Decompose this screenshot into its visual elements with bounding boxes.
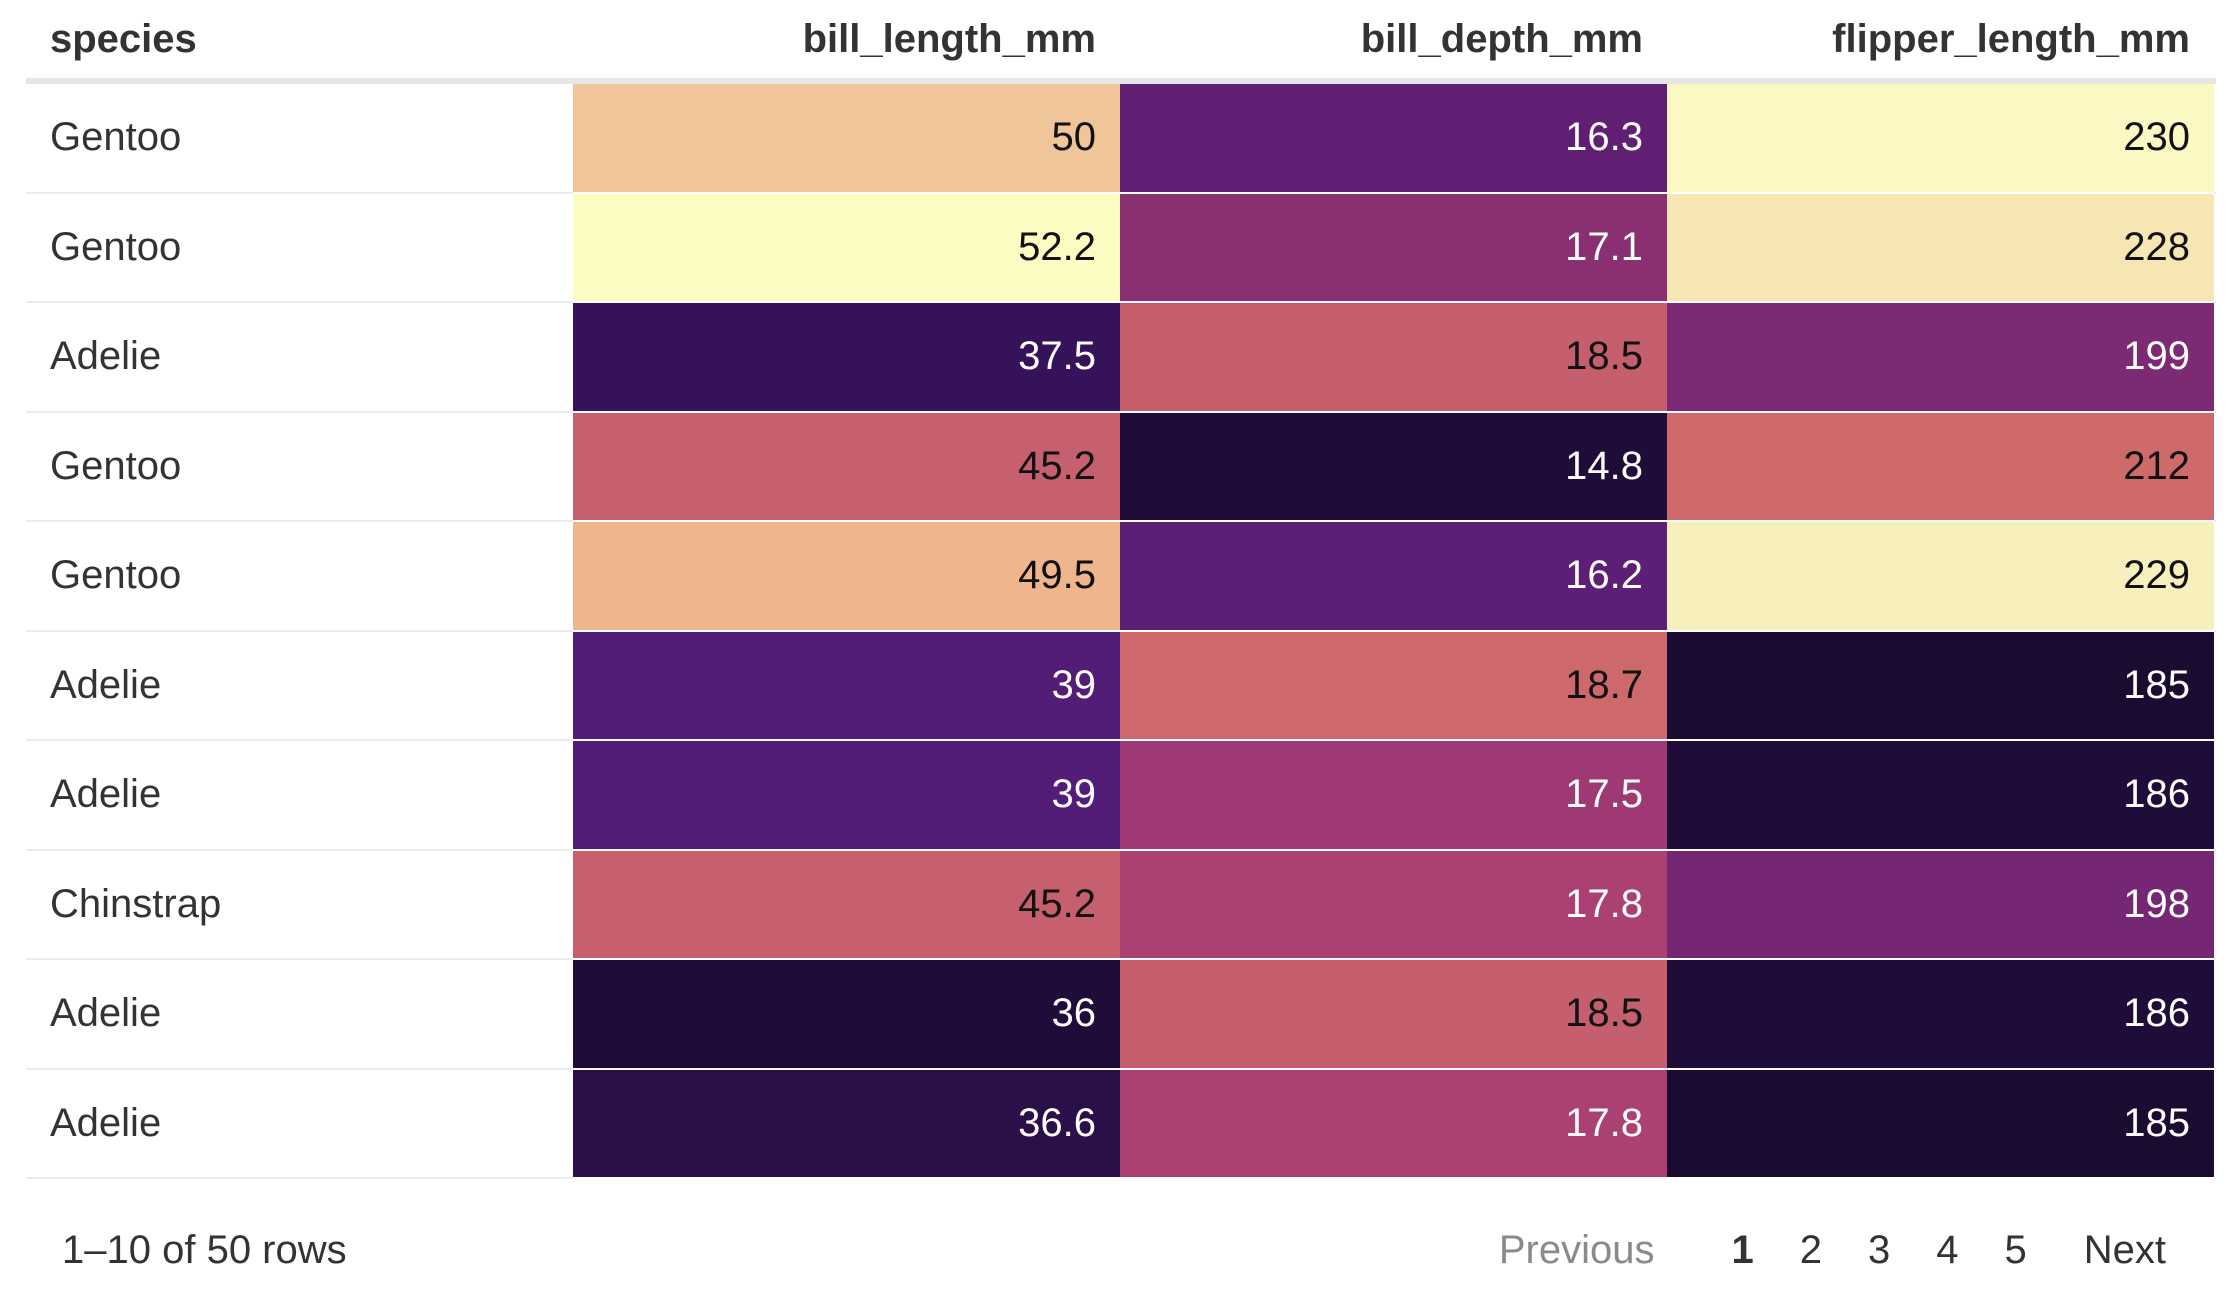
page-button-2[interactable]: 2 <box>1799 1227 1822 1272</box>
cell-species: Chinstrap <box>50 881 222 926</box>
cell-bill-length: 39 <box>573 741 1120 851</box>
table-header: species bill_length_mm bill_depth_mm fli… <box>26 0 2216 84</box>
cell-bill-depth: 17.8 <box>1120 1069 1667 1179</box>
table-row: Gentoo 52.2 17.1 228 <box>26 193 2216 303</box>
cell-species: Gentoo <box>50 115 182 160</box>
cell-species: Gentoo <box>50 224 182 269</box>
table-row: Adelie 39 17.5 186 <box>26 741 2216 851</box>
cell-flipper-length: 185 <box>1667 631 2214 741</box>
cell-species: Gentoo <box>50 443 182 488</box>
cell-species: Gentoo <box>50 553 182 598</box>
column-header-species[interactable]: species <box>50 17 197 61</box>
cell-bill-length: 37.5 <box>573 303 1120 413</box>
cell-bill-length: 50 <box>573 84 1120 194</box>
cell-flipper-length: 228 <box>1667 193 2214 303</box>
page-button-1[interactable]: 1 <box>1731 1227 1754 1272</box>
table-row: Adelie 36.6 17.8 185 <box>26 1069 2216 1179</box>
page-button-5[interactable]: 5 <box>2004 1227 2027 1272</box>
cell-flipper-length: 186 <box>1667 960 2214 1070</box>
table-row: Adelie 39 18.7 185 <box>26 631 2216 741</box>
page-button-3[interactable]: 3 <box>1868 1227 1891 1272</box>
cell-bill-depth: 18.5 <box>1120 303 1667 413</box>
table-row: Chinstrap 45.2 17.8 198 <box>26 850 2216 960</box>
column-header-bill-length[interactable]: bill_length_mm <box>802 17 1096 61</box>
cell-flipper-length: 230 <box>1667 84 2214 194</box>
cell-bill-length: 39 <box>573 631 1120 741</box>
table-row: Gentoo 50 16.3 230 <box>26 84 2216 194</box>
cell-bill-depth: 17.1 <box>1120 193 1667 303</box>
table-body: Gentoo 50 16.3 230 Gentoo 52.2 17.1 228 Adelie 37… <box>26 84 2216 1179</box>
cell-species: Adelie <box>50 334 162 379</box>
cell-flipper-length: 212 <box>1667 412 2214 522</box>
cell-bill-depth: 14.8 <box>1120 412 1667 522</box>
cell-flipper-length: 198 <box>1667 850 2214 960</box>
table-row: Gentoo 49.5 16.2 229 <box>26 522 2216 632</box>
table-row: Adelie 37.5 18.5 199 <box>26 303 2216 413</box>
row-count-info: 1–10 of 50 rows <box>62 1227 347 1272</box>
cell-bill-depth: 17.8 <box>1120 850 1667 960</box>
cell-species: Adelie <box>50 1100 162 1145</box>
column-header-bill-depth[interactable]: bill_depth_mm <box>1360 17 1643 61</box>
cell-species: Adelie <box>50 991 162 1036</box>
previous-page-button[interactable]: Previous <box>1498 1227 1655 1272</box>
page-button-4[interactable]: 4 <box>1936 1227 1959 1272</box>
cell-species: Adelie <box>50 662 162 707</box>
data-table: species bill_length_mm bill_depth_mm fli… <box>26 0 2216 1179</box>
cell-flipper-length: 186 <box>1667 741 2214 851</box>
cell-bill-depth: 16.3 <box>1120 84 1667 194</box>
cell-bill-length: 49.5 <box>573 522 1120 632</box>
cell-bill-length: 36.6 <box>573 1069 1120 1179</box>
cell-bill-depth: 16.2 <box>1120 522 1667 632</box>
cell-flipper-length: 199 <box>1667 303 2214 413</box>
cell-bill-length: 45.2 <box>573 850 1120 960</box>
cell-bill-depth: 17.5 <box>1120 741 1667 851</box>
cell-bill-length: 52.2 <box>573 193 1120 303</box>
column-header-flipper-length[interactable]: flipper_length_mm <box>1832 17 2190 61</box>
cell-bill-length: 36 <box>573 960 1120 1070</box>
next-page-button[interactable]: Next <box>2083 1227 2166 1272</box>
table-row: Gentoo 45.2 14.8 212 <box>26 412 2216 522</box>
cell-flipper-length: 185 <box>1667 1069 2214 1179</box>
cell-species: Adelie <box>50 772 162 817</box>
table-row: Adelie 36 18.5 186 <box>26 960 2216 1070</box>
cell-bill-length: 45.2 <box>573 412 1120 522</box>
cell-bill-depth: 18.5 <box>1120 960 1667 1070</box>
cell-flipper-length: 229 <box>1667 522 2214 632</box>
cell-bill-depth: 18.7 <box>1120 631 1667 741</box>
